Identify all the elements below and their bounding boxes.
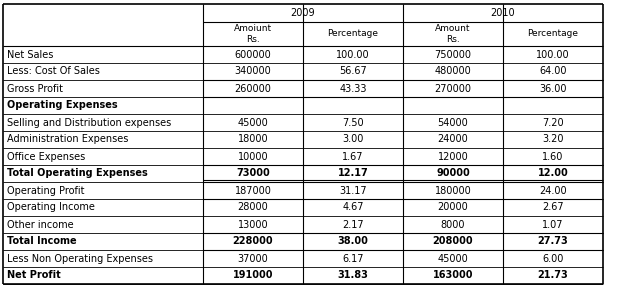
Text: 90000: 90000 xyxy=(436,169,470,178)
Text: 10000: 10000 xyxy=(238,151,269,162)
Text: 2009: 2009 xyxy=(291,8,315,18)
Text: 6.00: 6.00 xyxy=(542,253,564,263)
Text: Total Income: Total Income xyxy=(7,237,77,247)
Text: Operating Profit: Operating Profit xyxy=(7,185,85,196)
Text: 100.00: 100.00 xyxy=(536,50,570,59)
Text: 20000: 20000 xyxy=(437,203,468,212)
Text: 54000: 54000 xyxy=(437,118,468,128)
Text: 31.17: 31.17 xyxy=(339,185,367,196)
Text: 12000: 12000 xyxy=(437,151,468,162)
Text: 12.00: 12.00 xyxy=(538,169,568,178)
Text: 191000: 191000 xyxy=(233,271,273,281)
Text: 1.67: 1.67 xyxy=(342,151,364,162)
Text: 228000: 228000 xyxy=(232,237,273,247)
Text: 340000: 340000 xyxy=(235,66,272,76)
Text: 3.20: 3.20 xyxy=(542,135,564,144)
Text: Operating Income: Operating Income xyxy=(7,203,95,212)
Text: 6.17: 6.17 xyxy=(342,253,364,263)
Text: Total Operating Expenses: Total Operating Expenses xyxy=(7,169,148,178)
Text: Amount
Rs.: Amount Rs. xyxy=(435,24,471,44)
Text: 480000: 480000 xyxy=(435,66,472,76)
Text: Selling and Distribution expenses: Selling and Distribution expenses xyxy=(7,118,171,128)
Text: 2010: 2010 xyxy=(491,8,515,18)
Text: 38.00: 38.00 xyxy=(338,237,368,247)
Text: 56.67: 56.67 xyxy=(339,66,367,76)
Text: 43.33: 43.33 xyxy=(340,84,367,94)
Text: 64.00: 64.00 xyxy=(540,66,567,76)
Text: 12.17: 12.17 xyxy=(338,169,368,178)
Text: 187000: 187000 xyxy=(235,185,272,196)
Text: Net Profit: Net Profit xyxy=(7,271,61,281)
Text: 8000: 8000 xyxy=(440,219,465,230)
Text: 4.67: 4.67 xyxy=(342,203,364,212)
Text: 45000: 45000 xyxy=(237,118,269,128)
Text: Percentage: Percentage xyxy=(328,29,379,39)
Text: 31.83: 31.83 xyxy=(338,271,368,281)
Text: 1.60: 1.60 xyxy=(542,151,564,162)
Text: 24.00: 24.00 xyxy=(539,185,567,196)
Text: 21.73: 21.73 xyxy=(538,271,568,281)
Text: 270000: 270000 xyxy=(434,84,472,94)
Text: 45000: 45000 xyxy=(437,253,468,263)
Text: Less: Cost Of Sales: Less: Cost Of Sales xyxy=(7,66,100,76)
Text: 3.00: 3.00 xyxy=(342,135,364,144)
Text: 600000: 600000 xyxy=(235,50,272,59)
Text: 163000: 163000 xyxy=(433,271,473,281)
Text: 37000: 37000 xyxy=(237,253,269,263)
Text: 36.00: 36.00 xyxy=(540,84,567,94)
Text: 28000: 28000 xyxy=(237,203,269,212)
Text: Operating Expenses: Operating Expenses xyxy=(7,100,118,110)
Text: 73000: 73000 xyxy=(236,169,270,178)
Text: 27.73: 27.73 xyxy=(538,237,568,247)
Text: 13000: 13000 xyxy=(238,219,269,230)
Text: 18000: 18000 xyxy=(238,135,269,144)
Text: 24000: 24000 xyxy=(437,135,468,144)
Text: Office Expenses: Office Expenses xyxy=(7,151,85,162)
Text: 260000: 260000 xyxy=(235,84,272,94)
Text: 100.00: 100.00 xyxy=(336,50,370,59)
Text: Administration Expenses: Administration Expenses xyxy=(7,135,128,144)
Text: Other income: Other income xyxy=(7,219,74,230)
Text: Net Sales: Net Sales xyxy=(7,50,54,59)
Text: 2.67: 2.67 xyxy=(542,203,564,212)
Text: 1.07: 1.07 xyxy=(542,219,564,230)
Text: 7.50: 7.50 xyxy=(342,118,364,128)
Text: 7.20: 7.20 xyxy=(542,118,564,128)
Text: 208000: 208000 xyxy=(433,237,473,247)
Text: Less Non Operating Expenses: Less Non Operating Expenses xyxy=(7,253,153,263)
Text: 750000: 750000 xyxy=(434,50,472,59)
Text: Gross Profit: Gross Profit xyxy=(7,84,63,94)
Text: Amoiunt
Rs.: Amoiunt Rs. xyxy=(234,24,272,44)
Text: 180000: 180000 xyxy=(435,185,472,196)
Text: Percentage: Percentage xyxy=(528,29,579,39)
Text: 2.17: 2.17 xyxy=(342,219,364,230)
